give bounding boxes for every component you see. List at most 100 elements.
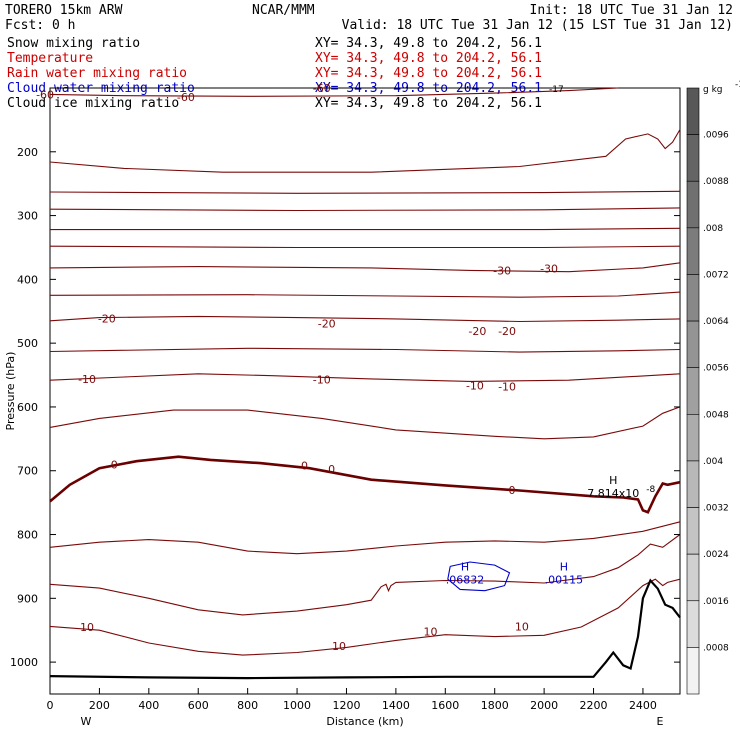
colorbar-cell-3 [686, 227, 700, 275]
contour-label-4: -30 [540, 263, 558, 276]
contour-label-12: -10 [498, 381, 516, 394]
colorbar-unit-exponent: -1 [735, 80, 740, 90]
x-axis-left-end-label: W [81, 715, 92, 728]
y-tick-label-200: 200 [17, 146, 38, 159]
x-axis-label: Distance (km) [326, 715, 403, 728]
colorbar-cell-5 [686, 320, 700, 368]
contour-label-10: -10 [313, 374, 331, 387]
maximum-mark-2: H [609, 474, 617, 487]
temperature-contour-15 [49, 578, 681, 656]
maximum-exponent-2: -8 [646, 485, 655, 495]
contour-label-11: -10 [466, 379, 484, 392]
colorbar-cell-11 [686, 600, 700, 648]
valid-time: Valid: 18 UTC Tue 31 Jan 12 (15 LST Tue … [342, 18, 733, 33]
x-tick-label-1400: 1400 [382, 699, 410, 712]
colorbar-label-7: .004 [703, 457, 723, 467]
colorbar-cell-0 [686, 87, 700, 135]
contour-label-13: 0 [111, 458, 118, 471]
colorbar-cell-9 [686, 507, 700, 555]
colorbar-cell-2 [686, 180, 700, 229]
x-tick-label-1600: 1600 [431, 699, 459, 712]
contour-label-17: 10 [80, 621, 94, 634]
y-tick-label-900: 900 [17, 592, 38, 605]
field-xy-4: XY= 34.3, 49.8 to 204.2, 56.1 [315, 96, 542, 111]
y-tick-label-700: 700 [17, 465, 38, 478]
field-name-2: Rain water mixing ratio [7, 66, 187, 81]
field-name-1: Temperature [7, 51, 93, 66]
maximum-mark-0: H [461, 561, 469, 574]
maximum-exponent-3: -17 [549, 85, 564, 95]
temperature-contour-8 [49, 315, 681, 323]
x-tick-label-2200: 2200 [580, 699, 608, 712]
temperature-contour-5 [49, 245, 681, 249]
x-tick-label-2000: 2000 [530, 699, 558, 712]
colorbar-cell-12 [686, 647, 700, 695]
maximum-mark-1: H [560, 561, 568, 574]
contour-label-15: 0 [328, 463, 335, 476]
y-tick-label-1000: 1000 [10, 656, 38, 669]
contour-label-20: 10 [515, 620, 529, 633]
y-tick-label-300: 300 [17, 210, 38, 223]
colorbar-label-3: .0072 [703, 270, 729, 280]
model-title: TORERO 15km ARW [5, 3, 123, 18]
contour-label-2: -60 [313, 82, 331, 95]
colorbar: .0096 .0088 .008 .0072 .0064 .0056 .0048 .004 .0… [686, 80, 740, 695]
x-tick-label-1200: 1200 [332, 699, 360, 712]
contour-label-1: -60 [177, 91, 195, 104]
colorbar-label-2: .008 [703, 224, 723, 234]
colorbar-cell-8 [686, 460, 700, 508]
y-tick-label-500: 500 [17, 337, 38, 350]
x-tick-label-800: 800 [237, 699, 258, 712]
x-tick-label-600: 600 [188, 699, 209, 712]
temperature-contour-2 [49, 190, 681, 194]
temperature-contour-6 [49, 262, 681, 273]
maximum-value-0: .06832 [446, 574, 485, 587]
y-tick-label-600: 600 [17, 401, 38, 414]
temperature-contour-13 [49, 521, 681, 555]
temperature-contour-0 [49, 87, 619, 97]
colorbar-label-9: .0024 [703, 550, 729, 560]
terrain-line [49, 578, 681, 680]
field-name-0: Snow mixing ratio [7, 36, 140, 51]
contour-label-19: 10 [423, 625, 437, 638]
contour-label-9: -10 [78, 373, 96, 386]
x-axis-right-end-label: E [657, 715, 664, 728]
plot-frame [49, 87, 681, 695]
colorbar-cell-7 [686, 414, 700, 462]
y-tick-label-400: 400 [17, 273, 38, 286]
colorbar-cell-10 [686, 553, 700, 602]
colorbar-cell-1 [686, 134, 700, 182]
x-tick-label-1800: 1800 [481, 699, 509, 712]
field-xy-1: XY= 34.3, 49.8 to 204.2, 56.1 [315, 51, 542, 66]
contour-label-0: -60 [36, 88, 54, 101]
center-name: NCAR/MMM [252, 3, 315, 18]
x-tick-label-200: 200 [89, 699, 110, 712]
colorbar-label-8: .0032 [703, 504, 729, 514]
contour-label-14: 0 [301, 460, 308, 473]
temperature-contour-7 [49, 291, 681, 298]
init-time: Init: 18 UTC Tue 31 Jan 12 [530, 3, 734, 18]
field-name-4: Cloud ice mixing ratio [7, 96, 179, 111]
contour-label-7: -20 [468, 325, 486, 338]
forecast-hour: Fcst: 0 h [5, 18, 75, 33]
axes: 0 200 400 600 800 1000 1200 1400 1600 1800 2000 220… [10, 146, 680, 712]
colorbar-cell-6 [686, 367, 700, 415]
colorbar-label-0: .0096 [703, 131, 729, 141]
contour-label-6: -20 [318, 317, 336, 330]
cloud-water-contour [447, 561, 511, 592]
temperature-contour-10 [49, 373, 681, 382]
field-legend: Snow mixing ratio XY= 34.3, 49.8 to 204.2… [7, 36, 542, 111]
y-tick-label-800: 800 [17, 529, 38, 542]
temperature-contour-12 [49, 455, 681, 514]
contour-label-3: -30 [493, 264, 511, 277]
contour-label-5: -20 [98, 312, 116, 325]
temperature-contour-3 [49, 207, 681, 212]
x-tick-label-0: 0 [47, 699, 54, 712]
maximum-value-2: 7.814x10 [587, 487, 639, 500]
contour-layer [49, 87, 681, 680]
colorbar-label-4: .0064 [703, 317, 729, 327]
colorbar-label-6: .0048 [703, 410, 729, 420]
colorbar-label-5: .0056 [703, 364, 729, 374]
temperature-contour-11 [49, 406, 681, 440]
